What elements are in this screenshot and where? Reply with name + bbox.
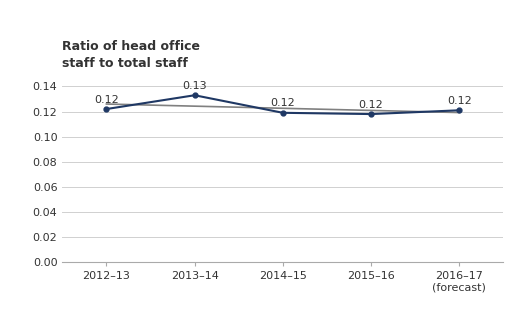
Text: 0.12: 0.12 — [359, 100, 384, 110]
Text: 0.13: 0.13 — [182, 81, 207, 91]
Text: 0.12: 0.12 — [447, 96, 472, 106]
Text: 0.12: 0.12 — [94, 95, 119, 104]
Text: 0.12: 0.12 — [270, 98, 295, 109]
Text: Ratio of head office
staff to total staff: Ratio of head office staff to total staf… — [62, 40, 200, 70]
Legend: Trendline: Trendline — [235, 335, 331, 336]
